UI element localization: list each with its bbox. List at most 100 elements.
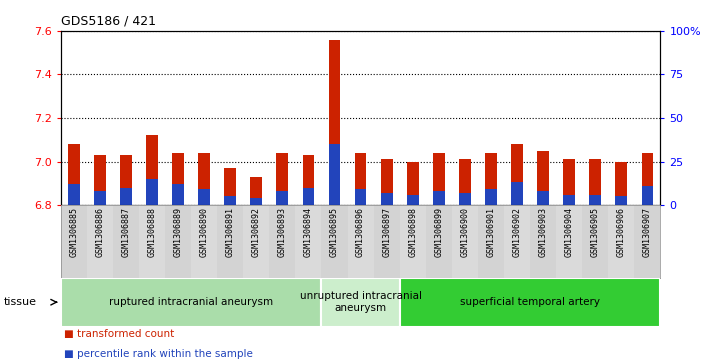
Bar: [303, 188, 314, 205]
Bar: [373, 205, 400, 278]
Bar: [589, 159, 601, 205]
Bar: [485, 189, 497, 205]
Text: GSM1306896: GSM1306896: [356, 207, 365, 257]
Bar: [426, 205, 452, 278]
Bar: [269, 205, 296, 278]
Bar: [478, 205, 504, 278]
Bar: [94, 155, 106, 205]
Text: ■ percentile rank within the sample: ■ percentile rank within the sample: [64, 349, 253, 359]
Bar: [191, 205, 217, 278]
Bar: [634, 205, 660, 278]
Bar: [139, 205, 165, 278]
Text: GSM1306907: GSM1306907: [643, 207, 652, 257]
Bar: [459, 159, 471, 205]
Text: GSM1306889: GSM1306889: [174, 207, 183, 257]
Text: GSM1306886: GSM1306886: [95, 207, 104, 257]
Text: ruptured intracranial aneurysm: ruptured intracranial aneurysm: [109, 297, 273, 307]
Bar: [321, 205, 348, 278]
Bar: [296, 205, 321, 278]
Text: GSM1306902: GSM1306902: [513, 207, 521, 257]
Bar: [530, 205, 556, 278]
Bar: [485, 153, 497, 205]
Bar: [381, 159, 393, 205]
Bar: [615, 162, 627, 205]
Bar: [511, 183, 523, 205]
Bar: [537, 191, 549, 205]
Bar: [589, 195, 601, 205]
Bar: [582, 205, 608, 278]
Bar: [146, 135, 158, 205]
Text: GSM1306885: GSM1306885: [69, 207, 79, 257]
Bar: [276, 191, 288, 205]
Bar: [563, 159, 575, 205]
Text: GSM1306897: GSM1306897: [382, 207, 391, 257]
Text: GSM1306906: GSM1306906: [617, 207, 626, 257]
Text: GSM1306892: GSM1306892: [252, 207, 261, 257]
Bar: [87, 205, 113, 278]
Bar: [120, 155, 132, 205]
Text: GSM1306893: GSM1306893: [278, 207, 287, 257]
Text: GSM1306901: GSM1306901: [486, 207, 496, 257]
Bar: [321, 278, 400, 327]
Bar: [556, 205, 582, 278]
Text: GDS5186 / 421: GDS5186 / 421: [61, 14, 156, 27]
Text: GSM1306887: GSM1306887: [121, 207, 131, 257]
Bar: [113, 205, 139, 278]
Bar: [224, 196, 236, 205]
Bar: [407, 195, 418, 205]
Bar: [452, 205, 478, 278]
Text: superficial temporal artery: superficial temporal artery: [460, 297, 600, 307]
Bar: [198, 189, 210, 205]
Text: GSM1306894: GSM1306894: [304, 207, 313, 257]
Bar: [61, 205, 87, 278]
Bar: [198, 153, 210, 205]
Bar: [400, 278, 660, 327]
Bar: [355, 153, 366, 205]
Text: GSM1306904: GSM1306904: [565, 207, 573, 257]
Text: GSM1306899: GSM1306899: [434, 207, 443, 257]
Bar: [68, 184, 79, 205]
Bar: [68, 144, 79, 205]
Bar: [303, 155, 314, 205]
Bar: [504, 205, 530, 278]
Bar: [381, 193, 393, 205]
Bar: [355, 189, 366, 205]
Bar: [642, 186, 653, 205]
Bar: [94, 191, 106, 205]
Bar: [511, 144, 523, 205]
Bar: [165, 205, 191, 278]
Text: GSM1306898: GSM1306898: [408, 207, 417, 257]
Bar: [615, 196, 627, 205]
Bar: [276, 153, 288, 205]
Bar: [251, 198, 262, 205]
Bar: [642, 153, 653, 205]
Bar: [400, 205, 426, 278]
Bar: [459, 193, 471, 205]
Text: unruptured intracranial
aneurysm: unruptured intracranial aneurysm: [300, 291, 421, 313]
Bar: [146, 179, 158, 205]
Text: GSM1306888: GSM1306888: [148, 207, 156, 257]
Bar: [224, 168, 236, 205]
Bar: [328, 144, 341, 205]
Bar: [537, 151, 549, 205]
Bar: [251, 177, 262, 205]
Bar: [407, 162, 418, 205]
Bar: [217, 205, 243, 278]
Bar: [120, 188, 132, 205]
Bar: [61, 278, 321, 327]
Bar: [433, 191, 445, 205]
Bar: [433, 153, 445, 205]
Text: GSM1306905: GSM1306905: [590, 207, 600, 257]
Bar: [243, 205, 269, 278]
Bar: [563, 195, 575, 205]
Text: tissue: tissue: [4, 297, 36, 307]
Text: GSM1306891: GSM1306891: [226, 207, 235, 257]
Bar: [608, 205, 634, 278]
Bar: [172, 184, 184, 205]
Text: GSM1306895: GSM1306895: [330, 207, 339, 257]
Bar: [328, 40, 341, 205]
Bar: [348, 205, 373, 278]
Text: GSM1306890: GSM1306890: [200, 207, 208, 257]
Bar: [172, 153, 184, 205]
Text: ■ transformed count: ■ transformed count: [64, 329, 174, 339]
